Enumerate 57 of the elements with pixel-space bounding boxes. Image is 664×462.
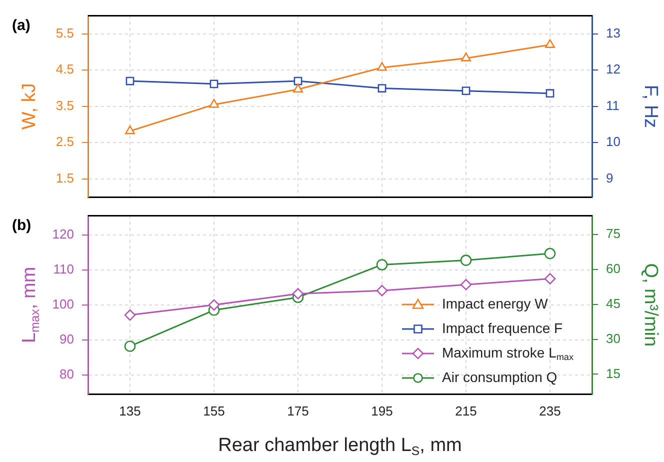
point: [544, 273, 556, 284]
x-tick-label: 215: [455, 403, 477, 418]
point: [125, 125, 135, 134]
y-tick-label: 3.5: [56, 98, 74, 113]
y2-axis-title: F, Hz: [640, 84, 661, 128]
point: [377, 62, 387, 71]
y2-axis-title: Q, m³/min: [640, 263, 661, 347]
point: [124, 309, 136, 321]
x-tick-label: 135: [119, 403, 141, 418]
y-tick-label: 4.5: [56, 62, 74, 77]
y-tick-label: 80: [60, 366, 74, 382]
x-tick-label: 195: [371, 403, 393, 418]
y2-tick-label: 12: [606, 62, 620, 77]
y2-tick-label: 30: [606, 330, 620, 346]
point: [378, 84, 386, 92]
point: [462, 86, 470, 96]
point: [376, 259, 388, 270]
point: [546, 89, 554, 98]
point: [544, 248, 556, 260]
point: [461, 52, 471, 62]
point: [376, 284, 388, 296]
point: [293, 84, 303, 93]
y-axis-title: Lmax, mm: [19, 266, 42, 343]
y2-tick-label: 15: [606, 366, 620, 381]
x-tick-label: 155: [203, 403, 225, 418]
point: [460, 254, 472, 266]
point: [460, 278, 472, 290]
point: [209, 98, 219, 108]
y-tick-label: 100: [52, 296, 74, 312]
legend-label: Impact energy W: [442, 295, 549, 312]
chart-title: (b): [12, 216, 32, 234]
y-tick-label: 110: [53, 262, 74, 277]
point: [294, 76, 302, 86]
point: [126, 76, 134, 86]
x-tick-label: 235: [539, 403, 561, 418]
chart-title: (a): [12, 16, 30, 34]
y-tick-label: 120: [52, 226, 74, 242]
y2-tick-label: 45: [606, 296, 620, 311]
y-tick-label: 2.5: [56, 134, 74, 150]
y2-tick-label: 75: [606, 226, 620, 242]
legend-label: Air consumption Q: [442, 368, 558, 385]
y2-tick-label: 11: [606, 98, 620, 113]
y2-tick-label: 60: [606, 260, 620, 276]
y2-tick-label: 9: [606, 170, 614, 186]
point: [208, 299, 220, 311]
point: [210, 80, 218, 88]
point: [545, 39, 555, 48]
y-axis-title: W, kJ: [19, 83, 40, 130]
x-tick-label: 175: [287, 403, 309, 418]
y-tick-label: 1.5: [56, 170, 74, 186]
point: [124, 340, 136, 352]
y2-tick-label: 13: [606, 26, 620, 40]
legend-label: Impact frequence F: [442, 320, 563, 336]
y-tick-label: 5.5: [56, 26, 74, 40]
point: [292, 288, 304, 300]
y-tick-label: 90: [60, 331, 74, 346]
y2-tick-label: 10: [606, 134, 620, 150]
